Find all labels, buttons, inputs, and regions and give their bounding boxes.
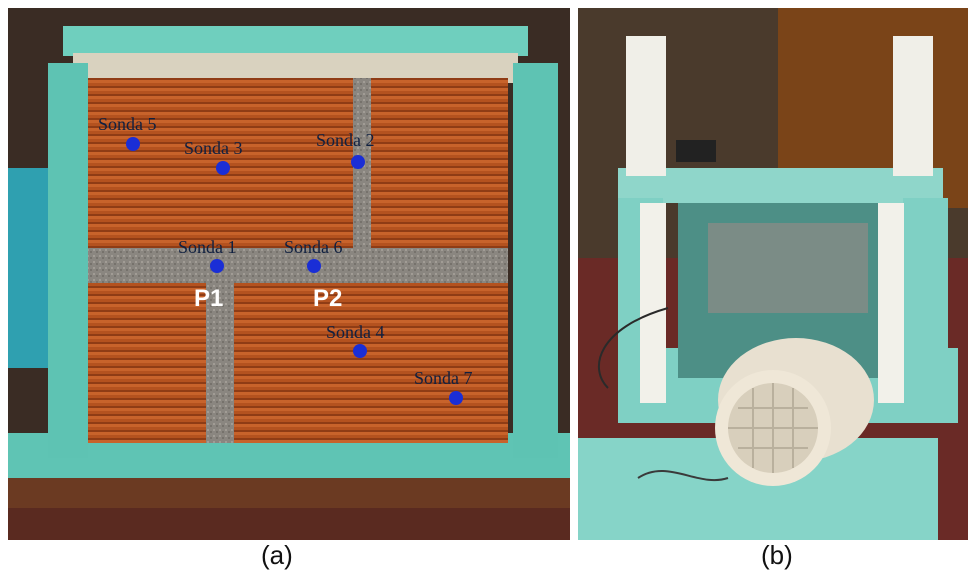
probe-dot-sonda-3 — [216, 161, 230, 175]
fan-icon — [715, 338, 874, 486]
point-label-p1: P1 — [194, 285, 223, 312]
probe-markers — [126, 137, 463, 405]
probe-label-sonda-3: Sonda 3 — [184, 138, 243, 158]
photo-brick-wall-probes: Sonda 5 Sonda 3 Sonda 2 Sonda 1 Sonda 6 … — [8, 8, 570, 540]
probe-dot-sonda-6 — [307, 259, 321, 273]
probe-dot-sonda-2 — [351, 155, 365, 169]
point-label-p2: P2 — [313, 285, 342, 312]
probe-dot-sonda-5 — [126, 137, 140, 151]
probe-label-sonda-6: Sonda 6 — [284, 237, 343, 257]
probe-label-sonda-5: Sonda 5 — [98, 114, 157, 134]
probe-label-sonda-7: Sonda 7 — [414, 368, 473, 388]
probe-dot-sonda-7 — [449, 391, 463, 405]
probe-label-sonda-4: Sonda 4 — [326, 322, 385, 342]
caption-a: (a) — [261, 540, 293, 570]
probe-label-sonda-1: Sonda 1 — [178, 237, 237, 257]
test-rig-illustration — [578, 8, 968, 540]
caption-b: (b) — [761, 540, 793, 570]
probe-dot-sonda-1 — [210, 259, 224, 273]
probe-dot-sonda-4 — [353, 344, 367, 358]
probe-label-sonda-2: Sonda 2 — [316, 130, 375, 150]
brick-wall-illustration: Sonda 5 Sonda 3 Sonda 2 Sonda 1 Sonda 6 … — [8, 8, 570, 540]
photo-test-rig-fan — [578, 8, 968, 540]
